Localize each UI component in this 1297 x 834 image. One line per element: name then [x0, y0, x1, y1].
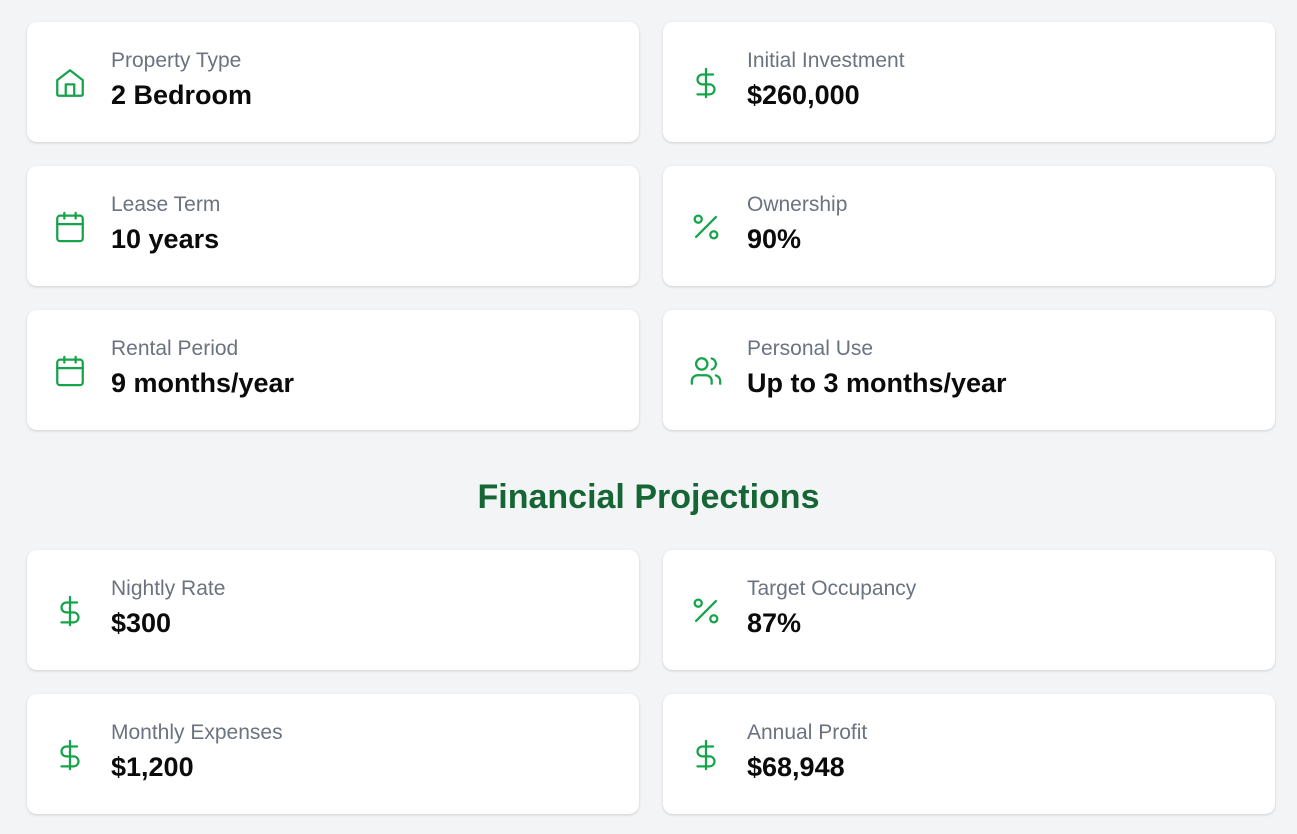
initial-investment-card: Initial Investment $260,000: [663, 22, 1275, 142]
nightly-rate-value: $300: [111, 608, 172, 638]
property-details-grid: Property Type 2 Bedroom Initial Investme…: [27, 22, 1275, 430]
property-type-label: Property Type: [111, 49, 242, 72]
rental-period-value: 9 months/year: [111, 368, 295, 398]
annual-profit-value: $68,948: [747, 752, 845, 782]
property-type-value: 2 Bedroom: [111, 80, 253, 110]
ownership-label: Ownership: [747, 193, 848, 216]
lease-term-card: Lease Term 10 years: [27, 166, 639, 286]
nightly-rate-label: Nightly Rate: [111, 577, 226, 600]
nightly-rate-card: Nightly Rate $300: [27, 550, 639, 670]
target-occupancy-label: Target Occupancy: [747, 577, 917, 600]
dollar-icon: [53, 738, 87, 772]
home-icon: [53, 66, 87, 100]
percent-icon: [689, 594, 723, 628]
ownership-card: Ownership 90%: [663, 166, 1275, 286]
financial-projections-title: Financial Projections: [477, 478, 820, 516]
initial-investment-value: $260,000: [747, 80, 860, 110]
monthly-expenses-label: Monthly Expenses: [111, 721, 283, 744]
dollar-icon: [689, 66, 723, 100]
dollar-icon: [53, 594, 87, 628]
ownership-value: 90%: [747, 224, 802, 254]
rental-period-label: Rental Period: [111, 337, 239, 360]
calendar-icon: [53, 210, 87, 244]
target-occupancy-value: 87%: [747, 608, 802, 638]
dollar-icon: [689, 738, 723, 772]
percent-icon: [689, 210, 723, 244]
lease-term-value: 10 years: [111, 224, 220, 254]
initial-investment-label: Initial Investment: [747, 49, 905, 72]
personal-use-card: Personal Use Up to 3 months/year: [663, 310, 1275, 430]
rental-period-card: Rental Period 9 months/year: [27, 310, 639, 430]
property-type-card: Property Type 2 Bedroom: [27, 22, 639, 142]
financial-projections-grid: Nightly Rate $300 Target Occupancy 87% M…: [27, 550, 1275, 814]
personal-use-value: Up to 3 months/year: [747, 368, 1007, 398]
monthly-expenses-card: Monthly Expenses $1,200: [27, 694, 639, 814]
monthly-expenses-value: $1,200: [111, 752, 194, 782]
annual-profit-label: Annual Profit: [747, 721, 868, 744]
personal-use-label: Personal Use: [747, 337, 874, 360]
calendar-icon: [53, 354, 87, 388]
lease-term-label: Lease Term: [111, 193, 221, 216]
users-icon: [689, 354, 723, 388]
annual-profit-card: Annual Profit $68,948: [663, 694, 1275, 814]
target-occupancy-card: Target Occupancy 87%: [663, 550, 1275, 670]
